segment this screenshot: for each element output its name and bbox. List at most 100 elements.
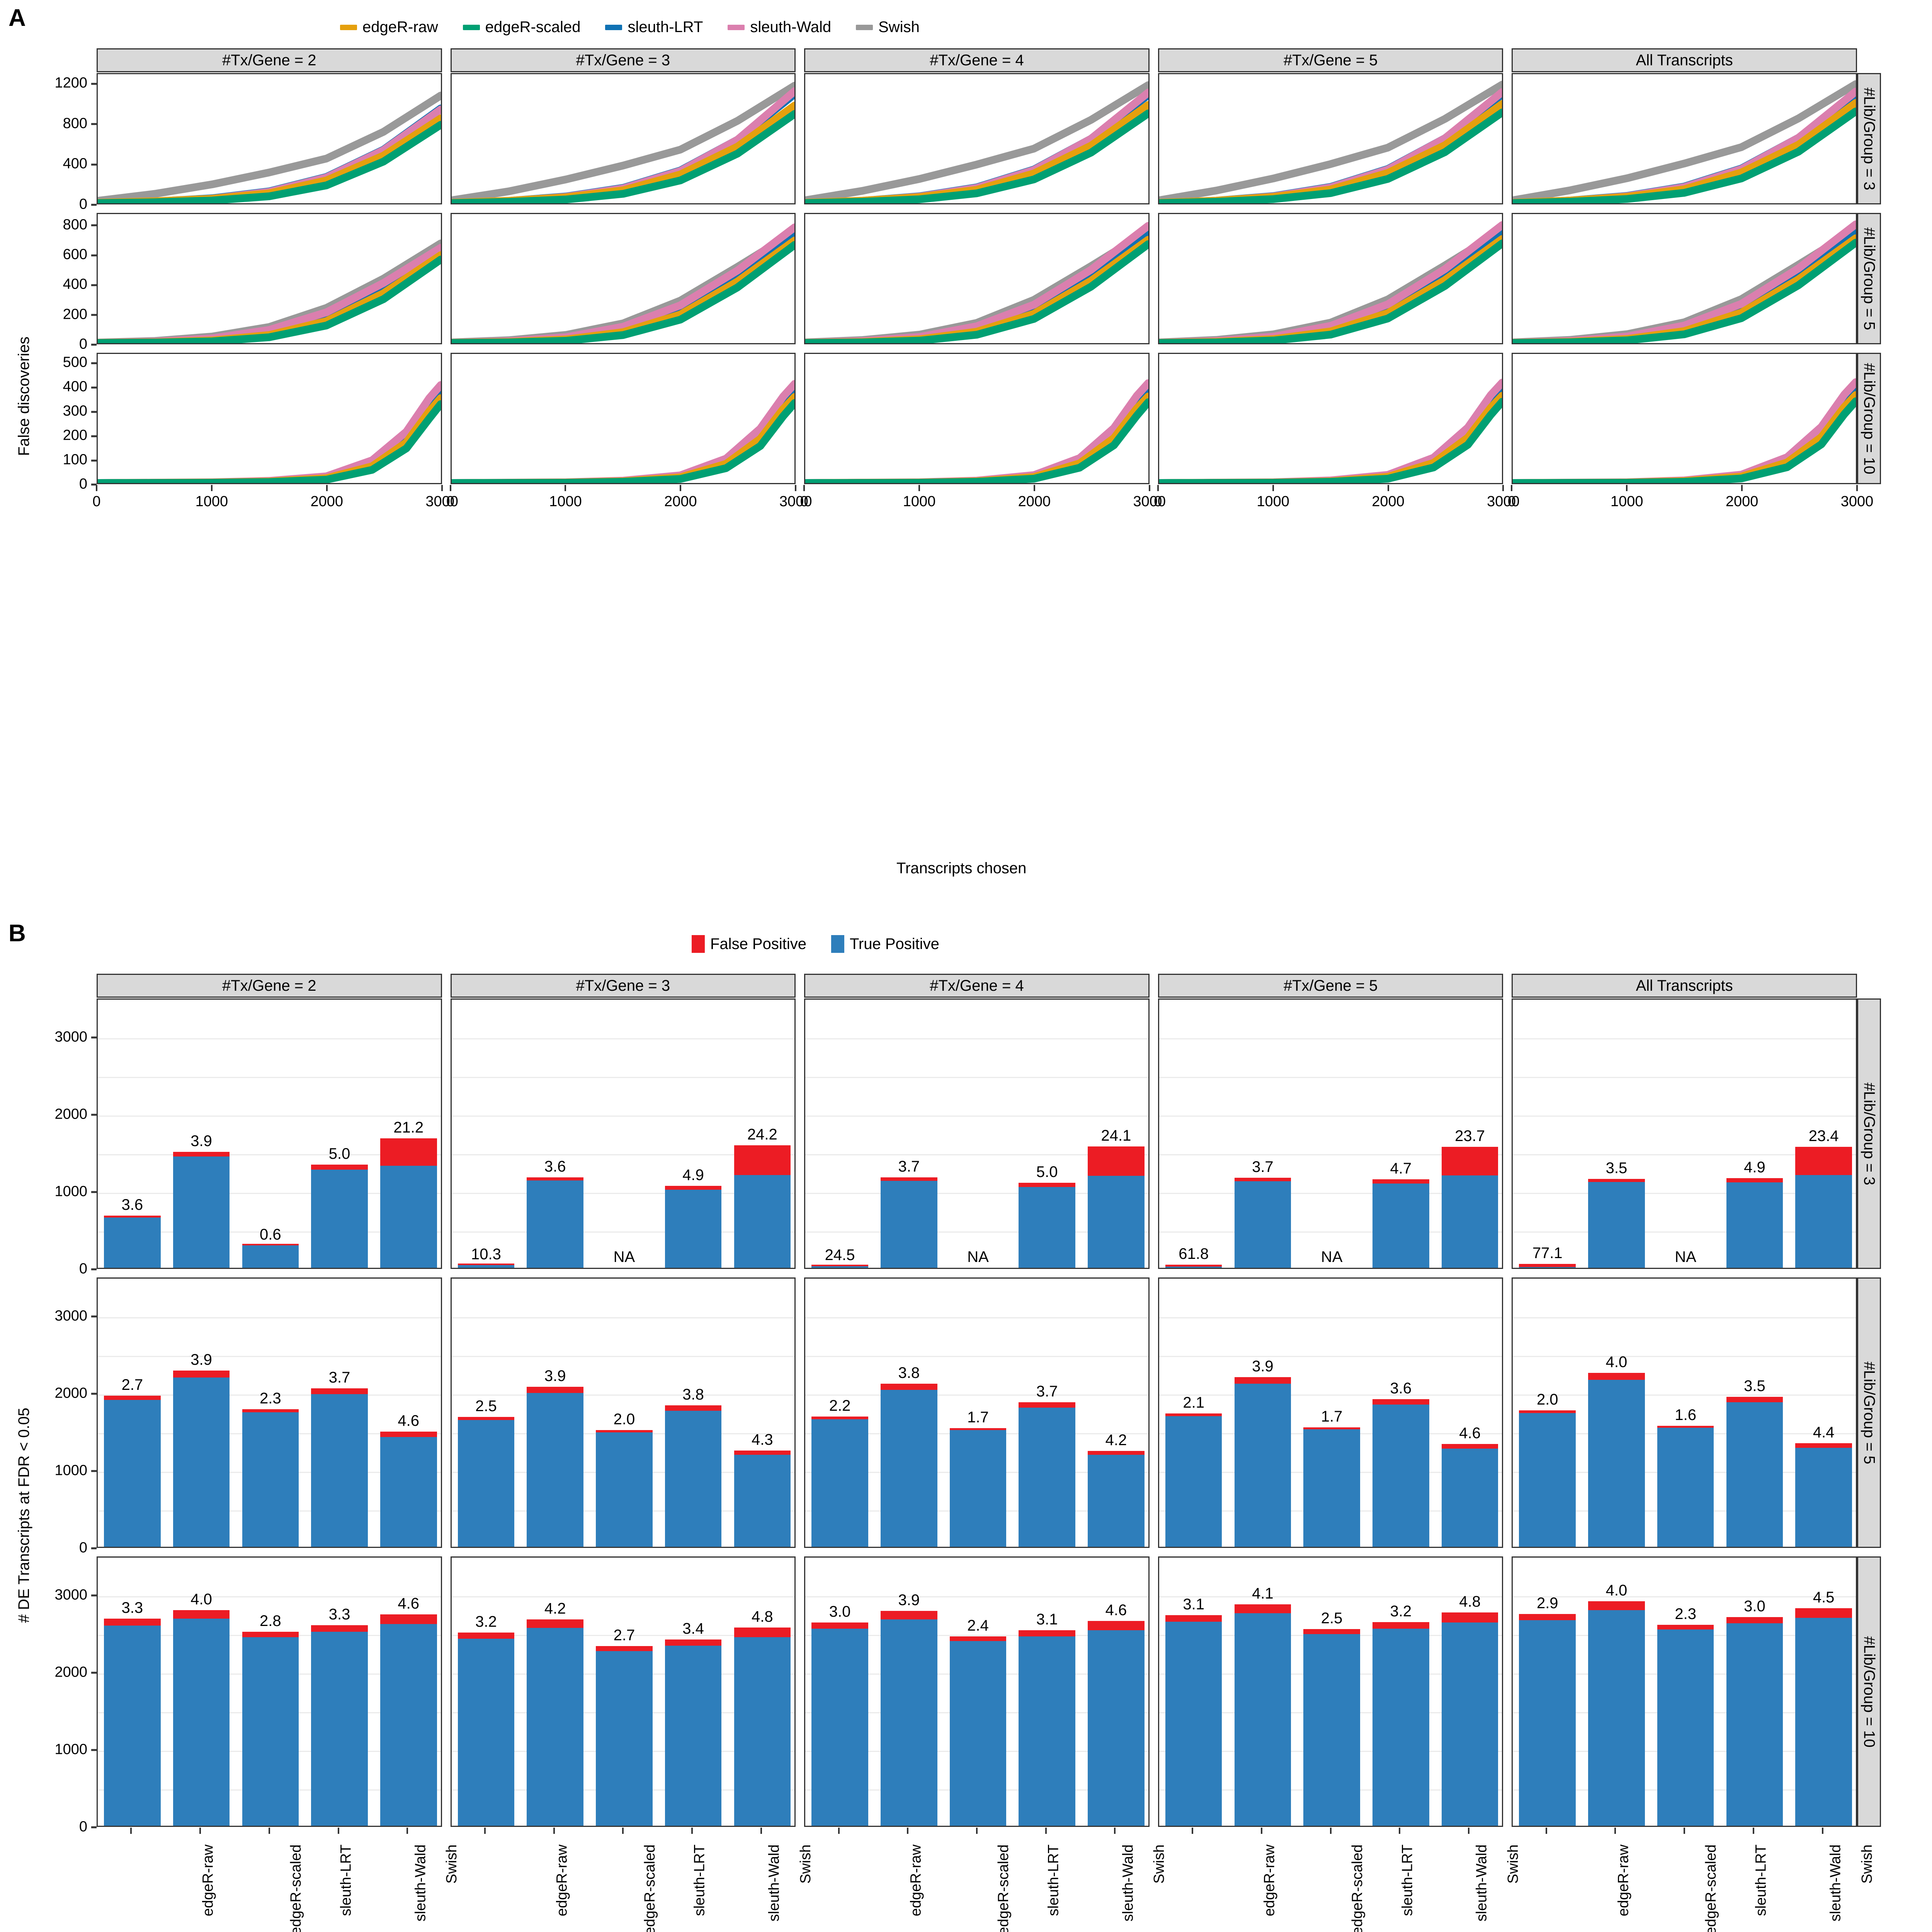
series-line-edgeR-scaled [1513,243,1856,343]
bar-false-positive [104,1216,161,1218]
bar-true-positive [1165,1416,1222,1547]
panel-a-cell-r3-c5 [1512,353,1857,484]
bar-false-positive [1372,1399,1429,1405]
legend-item-sleuth-wald: sleuth-Wald [728,19,831,36]
series-line-sleuth-LRT [98,390,441,483]
series-line-Swish [1159,85,1502,200]
panel-b-xtickmark [406,1828,408,1834]
panel-a-ytick: 0 [19,476,97,493]
bar-value-label: 4.3 [752,1431,773,1449]
series-line-sleuth-Wald [98,385,441,483]
bar-value-label: 3.6 [1390,1380,1412,1397]
panel-b-cell-r2-c3: 2.2 3.8 1.7 3.7 4.2 [804,1277,1150,1548]
bar-value-label: 3.7 [328,1369,350,1386]
bar-value-label: 3.0 [829,1603,851,1621]
bar-false-positive [1303,1427,1360,1429]
bar-value-label: 3.7 [898,1158,920,1175]
bar-true-positive [104,1626,161,1826]
facet-strip-col-5: All Transcripts [1512,48,1857,72]
panel-a-cell-r3-c4 [1158,353,1503,484]
panel-a-ytick: 1200 [19,75,97,92]
bar-true-positive [596,1651,653,1826]
panel-b-xtick-swish: Swish [1505,1844,1521,1884]
bar-false-positive [1657,1625,1714,1629]
panel-b-xtick-swish: Swish [444,1844,460,1884]
panel-b-xtick-edger-raw: edgeR-raw [907,1844,924,1917]
series-line-edgeR-scaled [1513,401,1856,483]
panel-b-xtick-sleuth-lrt: sleuth-LRT [338,1844,354,1916]
series-line-sleuth-Wald [1513,382,1856,483]
series-line-edgeR-scaled [452,403,795,483]
bar-value-label: 61.8 [1179,1245,1209,1262]
legend-item-edger-scaled: edgeR-scaled [463,19,580,36]
bar-true-positive [242,1412,299,1547]
bar-true-positive [665,1411,722,1547]
panel-a-xtick: 2000 [1018,493,1051,510]
bar-true-positive [1019,1636,1075,1826]
panel-b-xtick-sleuth-lrt: sleuth-LRT [1045,1844,1062,1916]
bar-true-positive [173,1619,230,1826]
bar-true-positive [1657,1629,1714,1826]
bar-value-label: 3.1 [1036,1611,1058,1628]
bar-false-positive [880,1611,937,1619]
bar-true-positive [880,1619,937,1826]
bar-true-positive [1657,1428,1714,1547]
panel-a-xtick: 2000 [1372,493,1405,510]
bar-false-positive [1019,1402,1075,1408]
bar-value-label: 4.6 [1459,1424,1481,1442]
panel-a-xtickmark [1033,485,1035,491]
panel-b-xtickmark [1330,1828,1332,1834]
bar-true-positive [311,1394,368,1547]
panel-a-cell-r1-c1 [97,73,442,204]
gridline [98,1231,441,1233]
facet-strip-col-3: #Tx/Gene = 4 [804,48,1150,72]
bar-value-label: 3.6 [121,1196,143,1214]
bar-false-positive [665,1405,722,1411]
bar-value-label: 5.0 [328,1145,350,1162]
panel-a-xtickmark [565,485,566,491]
gridline [805,1356,1148,1357]
bar-value-label: 2.4 [967,1617,989,1634]
bar-true-positive [527,1628,583,1826]
panel-b-xtick-swish: Swish [797,1844,814,1884]
gridline [805,1231,1148,1233]
bar-true-positive [811,1266,868,1268]
bar-true-positive [880,1181,937,1268]
panel-a-ytick: 200 [19,306,97,323]
gridline [1159,1231,1502,1233]
bar-false-positive [1588,1373,1645,1380]
bar-false-positive [1588,1601,1645,1610]
gridline [1159,1317,1502,1318]
box-swatch [692,935,705,953]
panel-b-xtickmark [907,1828,909,1834]
bar-false-positive [1519,1614,1576,1620]
bar-false-positive [1019,1630,1075,1636]
panel-b-cell-r3-c1: 3.3 4.0 2.8 3.3 4.6 [97,1556,442,1827]
legend-item-false-positive: False Positive [692,935,806,953]
gridline [805,1558,1148,1559]
bar-true-positive [242,1637,299,1826]
panel-a-cell-r3-c1 [97,353,442,484]
gridline [1159,1116,1502,1117]
bar-false-positive [1795,1443,1852,1448]
panel-b-cell-r3-c2: 3.2 4.2 2.7 3.4 4.8 [450,1556,796,1827]
bar-value-label: 2.9 [1536,1595,1558,1612]
panel-b-xtick-sleuth-wald: sleuth-Wald [412,1844,429,1922]
bar-true-positive [527,1393,583,1547]
panel-a-ytick: 400 [19,156,97,172]
panel-b-xtickmark [1260,1828,1262,1834]
bar-value-label: 3.9 [190,1133,212,1150]
bar-value-label: 4.9 [682,1166,704,1184]
bar-value-label: 2.5 [1321,1610,1343,1627]
series-line-edgeR-scaled [98,260,441,343]
bar-true-positive [1519,1413,1576,1547]
panel-b-xtickmark [838,1828,840,1834]
bar-false-positive [811,1622,868,1629]
bar-true-positive [665,1190,722,1268]
bar-value-label: 4.0 [1605,1582,1628,1599]
panel-a-xtickmark [680,485,682,491]
series-line-Swish [1513,84,1856,201]
bar-value-label: 24.5 [825,1246,855,1264]
bar-true-positive [457,1265,515,1268]
series-line-edgeR-raw [1513,238,1856,343]
